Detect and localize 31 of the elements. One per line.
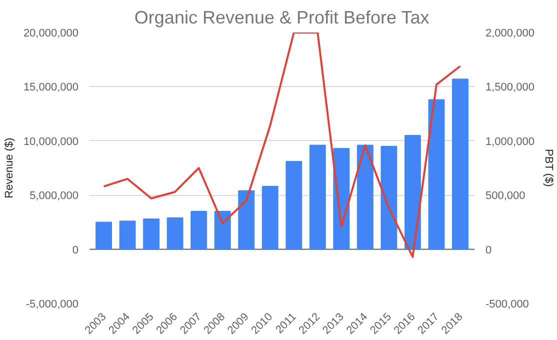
bar <box>356 144 374 250</box>
bar <box>166 217 184 250</box>
y2-tick-label: -500,000 <box>486 298 529 310</box>
y-tick-label: 15,000,000 <box>23 82 79 94</box>
bar <box>119 220 136 250</box>
bar <box>143 218 160 250</box>
chart-title: Organic Revenue & Profit Before Tax <box>134 8 430 28</box>
bar <box>309 144 326 250</box>
bar <box>428 99 445 250</box>
y2-axis-title: PBT ($) <box>542 149 554 187</box>
y2-tick-label: 2,000,000 <box>486 28 534 40</box>
bar <box>452 78 468 250</box>
y2-tick-label: 1,000,000 <box>486 136 534 148</box>
y-axis-title: Revenue ($) <box>3 138 16 198</box>
bar <box>404 134 421 250</box>
y-tick-label: 0 <box>72 244 79 256</box>
y2-tick-label: 1,500,000 <box>486 82 534 94</box>
y-tick-label: -5,000,000 <box>26 298 79 310</box>
bar <box>238 190 255 250</box>
y2-tick-label: 0 <box>486 244 492 256</box>
y2-tick-label: 500,000 <box>486 190 526 202</box>
y-tick-label: 20,000,000 <box>23 28 79 40</box>
bar <box>214 210 231 250</box>
bar <box>380 146 398 250</box>
bar <box>190 210 208 250</box>
bar <box>286 160 302 250</box>
y-tick-label: 5,000,000 <box>30 190 78 202</box>
bar <box>96 222 112 250</box>
line-series <box>102 32 462 258</box>
bar <box>262 186 278 250</box>
y-tick-label: 10,000,000 <box>23 136 79 148</box>
